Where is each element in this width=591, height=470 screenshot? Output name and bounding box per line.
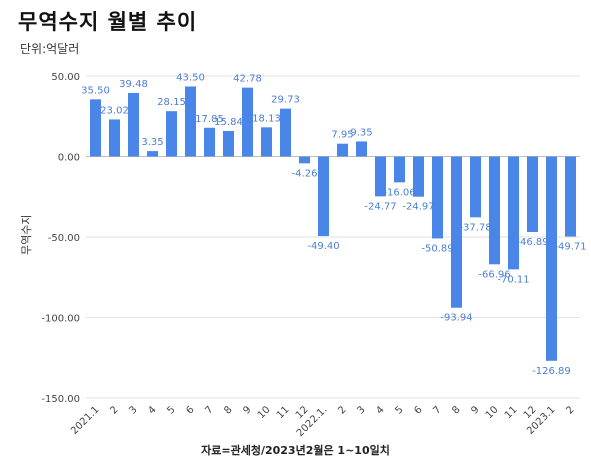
data-label: -49.40 [307,241,339,252]
data-label: 35.50 [81,85,110,96]
x-tick-label: 2 [108,404,120,416]
bar [241,87,254,157]
bar [507,156,520,270]
data-label: 3.35 [141,137,163,148]
y-tick-label: -100.00 [41,314,80,325]
x-tick-label: 6 [184,404,196,416]
x-tick-label: 9 [241,404,253,416]
x-tick-label: 2 [336,404,348,416]
data-label: 15.84 [214,117,243,128]
x-tick-label: 9 [469,404,481,416]
x-tick-label: 7 [203,404,215,416]
bar [355,141,368,157]
x-tick-label: 10 [484,404,501,421]
data-label: 42.78 [233,74,262,85]
data-label: 23.02 [100,105,129,116]
bar [279,108,292,157]
x-tick-label: 4 [146,404,158,416]
bar [450,156,463,308]
x-tick-label: 5 [165,404,177,416]
data-label: 17.85 [195,114,224,125]
x-tick-label: 8 [450,404,462,416]
bar [127,92,140,157]
bar [431,156,444,239]
bar [412,156,425,197]
bar [146,151,159,157]
bar [336,143,349,157]
data-label: 43.50 [176,72,205,83]
data-label: 28.15 [157,97,186,108]
bar [89,99,102,157]
bar [488,156,501,265]
bar [393,156,406,183]
bar [108,119,121,157]
data-label: 9.35 [350,127,372,138]
bar [165,111,178,157]
bar [564,156,577,237]
data-label: -93.94 [440,313,472,324]
chart-title: 무역수지 월별 추이 [18,10,198,34]
data-label: -16.06 [383,187,415,198]
bar [298,156,311,164]
data-label: -126.89 [532,366,571,377]
bar [260,127,273,157]
x-tick-label: 2 [564,404,576,416]
x-tick-label: 11 [275,404,292,421]
data-label: 29.73 [271,95,300,106]
data-label: -24.97 [402,202,434,213]
data-label: 39.48 [119,79,148,90]
y-tick-label: 50.00 [51,72,80,83]
x-tick-label: 5 [393,404,405,416]
bar-layer [89,86,577,361]
x-tick-label: 3 [127,404,139,416]
data-label: -37.78 [459,222,491,233]
bar [374,156,387,197]
bar [222,130,235,157]
bar [203,127,216,157]
x-tick-label: 4 [374,404,386,416]
x-tick-label: 11 [503,404,520,421]
bar [545,156,558,361]
data-label: -70.11 [497,274,529,285]
data-label: -49.71 [554,242,586,253]
bar [317,156,330,237]
unit-label: 단위:억달러 [20,42,80,56]
y-tick-label: -150.00 [41,394,80,405]
data-label: -24.77 [364,201,396,212]
y-tick-label: -50.00 [48,233,80,244]
x-tick-label: 7 [431,404,443,416]
bar [184,86,197,157]
y-tick-label: 0.00 [58,153,80,164]
x-tick-label: 10 [256,404,273,421]
bar [526,156,539,232]
data-label: 7.95 [331,130,353,141]
source-note: 자료=관세청/2023년2월은 1~10일치 [201,444,390,457]
data-label: -66.96 [478,269,510,280]
x-tick-label: 8 [222,404,234,416]
x-tick-label: 6 [412,404,424,416]
data-label: -50.89 [421,243,453,254]
x-tick-label: 3 [355,404,367,416]
data-label: -4.26 [292,168,318,179]
data-label: -46.89 [516,237,548,248]
data-label: 18.13 [252,113,281,124]
x-tick-label: 2021.1 [69,404,102,437]
bar [469,156,482,218]
